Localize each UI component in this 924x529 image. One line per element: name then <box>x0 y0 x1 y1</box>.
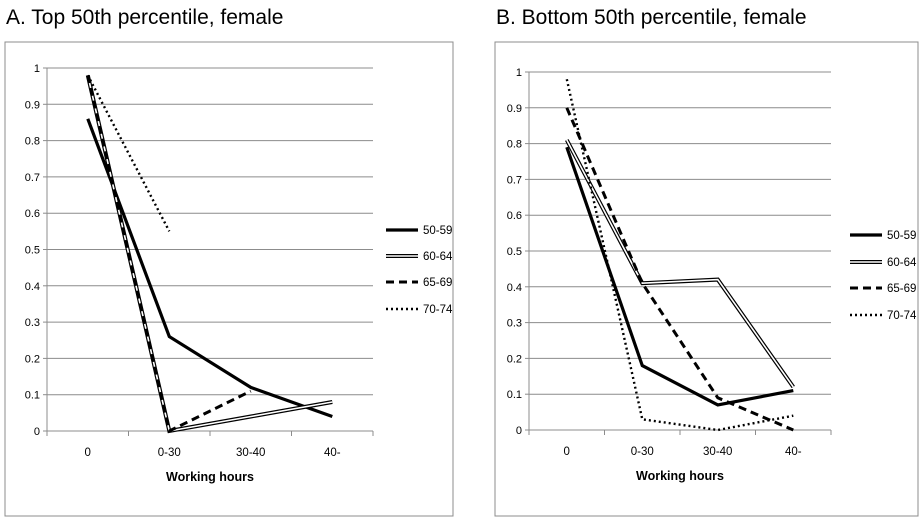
series-line-70-74 <box>86 74 171 232</box>
y-tick-label: 0.8 <box>25 136 40 148</box>
y-tick-label: 0.4 <box>25 281 40 293</box>
y-tick-label: 0.8 <box>507 139 522 151</box>
x-tick-label: 0 <box>85 447 91 459</box>
x-tick-label: 40- <box>324 447 341 459</box>
y-tick-label: 0.1 <box>507 389 522 401</box>
x-tick-label: 0-30 <box>158 447 181 459</box>
legend-label: 50-59 <box>423 225 452 237</box>
legend-label: 65-69 <box>887 283 916 295</box>
y-tick-label: 0.9 <box>507 103 522 115</box>
chart-b: 0 0.1 0.2 0.3 0.4 0.5 0.6 0.7 0.8 0.9 1 0 0-30 30-40 4… <box>494 41 919 517</box>
y-tick-label: 0.7 <box>507 174 522 186</box>
x-tick-label: 40- <box>785 446 802 458</box>
y-tick-label: 0.2 <box>507 353 522 365</box>
y-tick-label: 0.5 <box>25 245 40 257</box>
y-tick-label: 0.3 <box>507 318 522 330</box>
legend-label: 70-74 <box>887 310 917 322</box>
y-tick-label: 0 <box>516 425 522 437</box>
series-line-60-64-inner <box>566 139 794 388</box>
x-axis-label: Working hours <box>166 470 254 484</box>
legend-label: 60-64 <box>887 257 917 269</box>
chart-b-title: B. Bottom 50th percentile, female <box>496 6 807 29</box>
chart-a: 0 0.1 0.2 0.3 0.4 0.5 0.6 0.7 0.8 0.9 1 0 0-30 30-40 4… <box>4 41 454 517</box>
y-tick-label: 0.2 <box>25 353 40 365</box>
y-tick-label: 0.6 <box>25 208 40 220</box>
x-tick-label: 30-40 <box>236 447 265 459</box>
y-tick-label: 0.9 <box>25 99 40 111</box>
legend-label: 60-64 <box>423 251 453 263</box>
x-tick-label: 30-40 <box>703 446 732 458</box>
y-tick-label: 0.7 <box>25 172 40 184</box>
series-line-65-69 <box>565 107 794 432</box>
series-line-65-69 <box>86 74 252 434</box>
x-axis-label: Working hours <box>636 469 724 483</box>
y-tick-label: 0 <box>34 426 40 438</box>
chart-frame <box>4 41 454 517</box>
series-line-50-59 <box>565 146 794 407</box>
chart-a-title: A. Top 50th percentile, female <box>6 6 284 29</box>
y-tick-label: 1 <box>34 63 40 75</box>
legend-label: 50-59 <box>887 230 916 242</box>
legend-label: 65-69 <box>423 277 452 289</box>
y-tick-label: 0.6 <box>507 210 522 222</box>
x-tick-label: 0 <box>564 446 570 458</box>
y-tick-label: 1 <box>516 67 522 79</box>
y-tick-label: 0.1 <box>25 390 40 402</box>
y-tick-label: 0.4 <box>507 282 522 294</box>
y-tick-label: 0.5 <box>507 246 522 258</box>
series-line-70-74 <box>565 78 794 432</box>
x-tick-label: 0-30 <box>631 446 654 458</box>
y-tick-label: 0.3 <box>25 317 40 329</box>
series-line-50-59 <box>86 118 333 419</box>
legend-label: 70-74 <box>423 304 453 316</box>
